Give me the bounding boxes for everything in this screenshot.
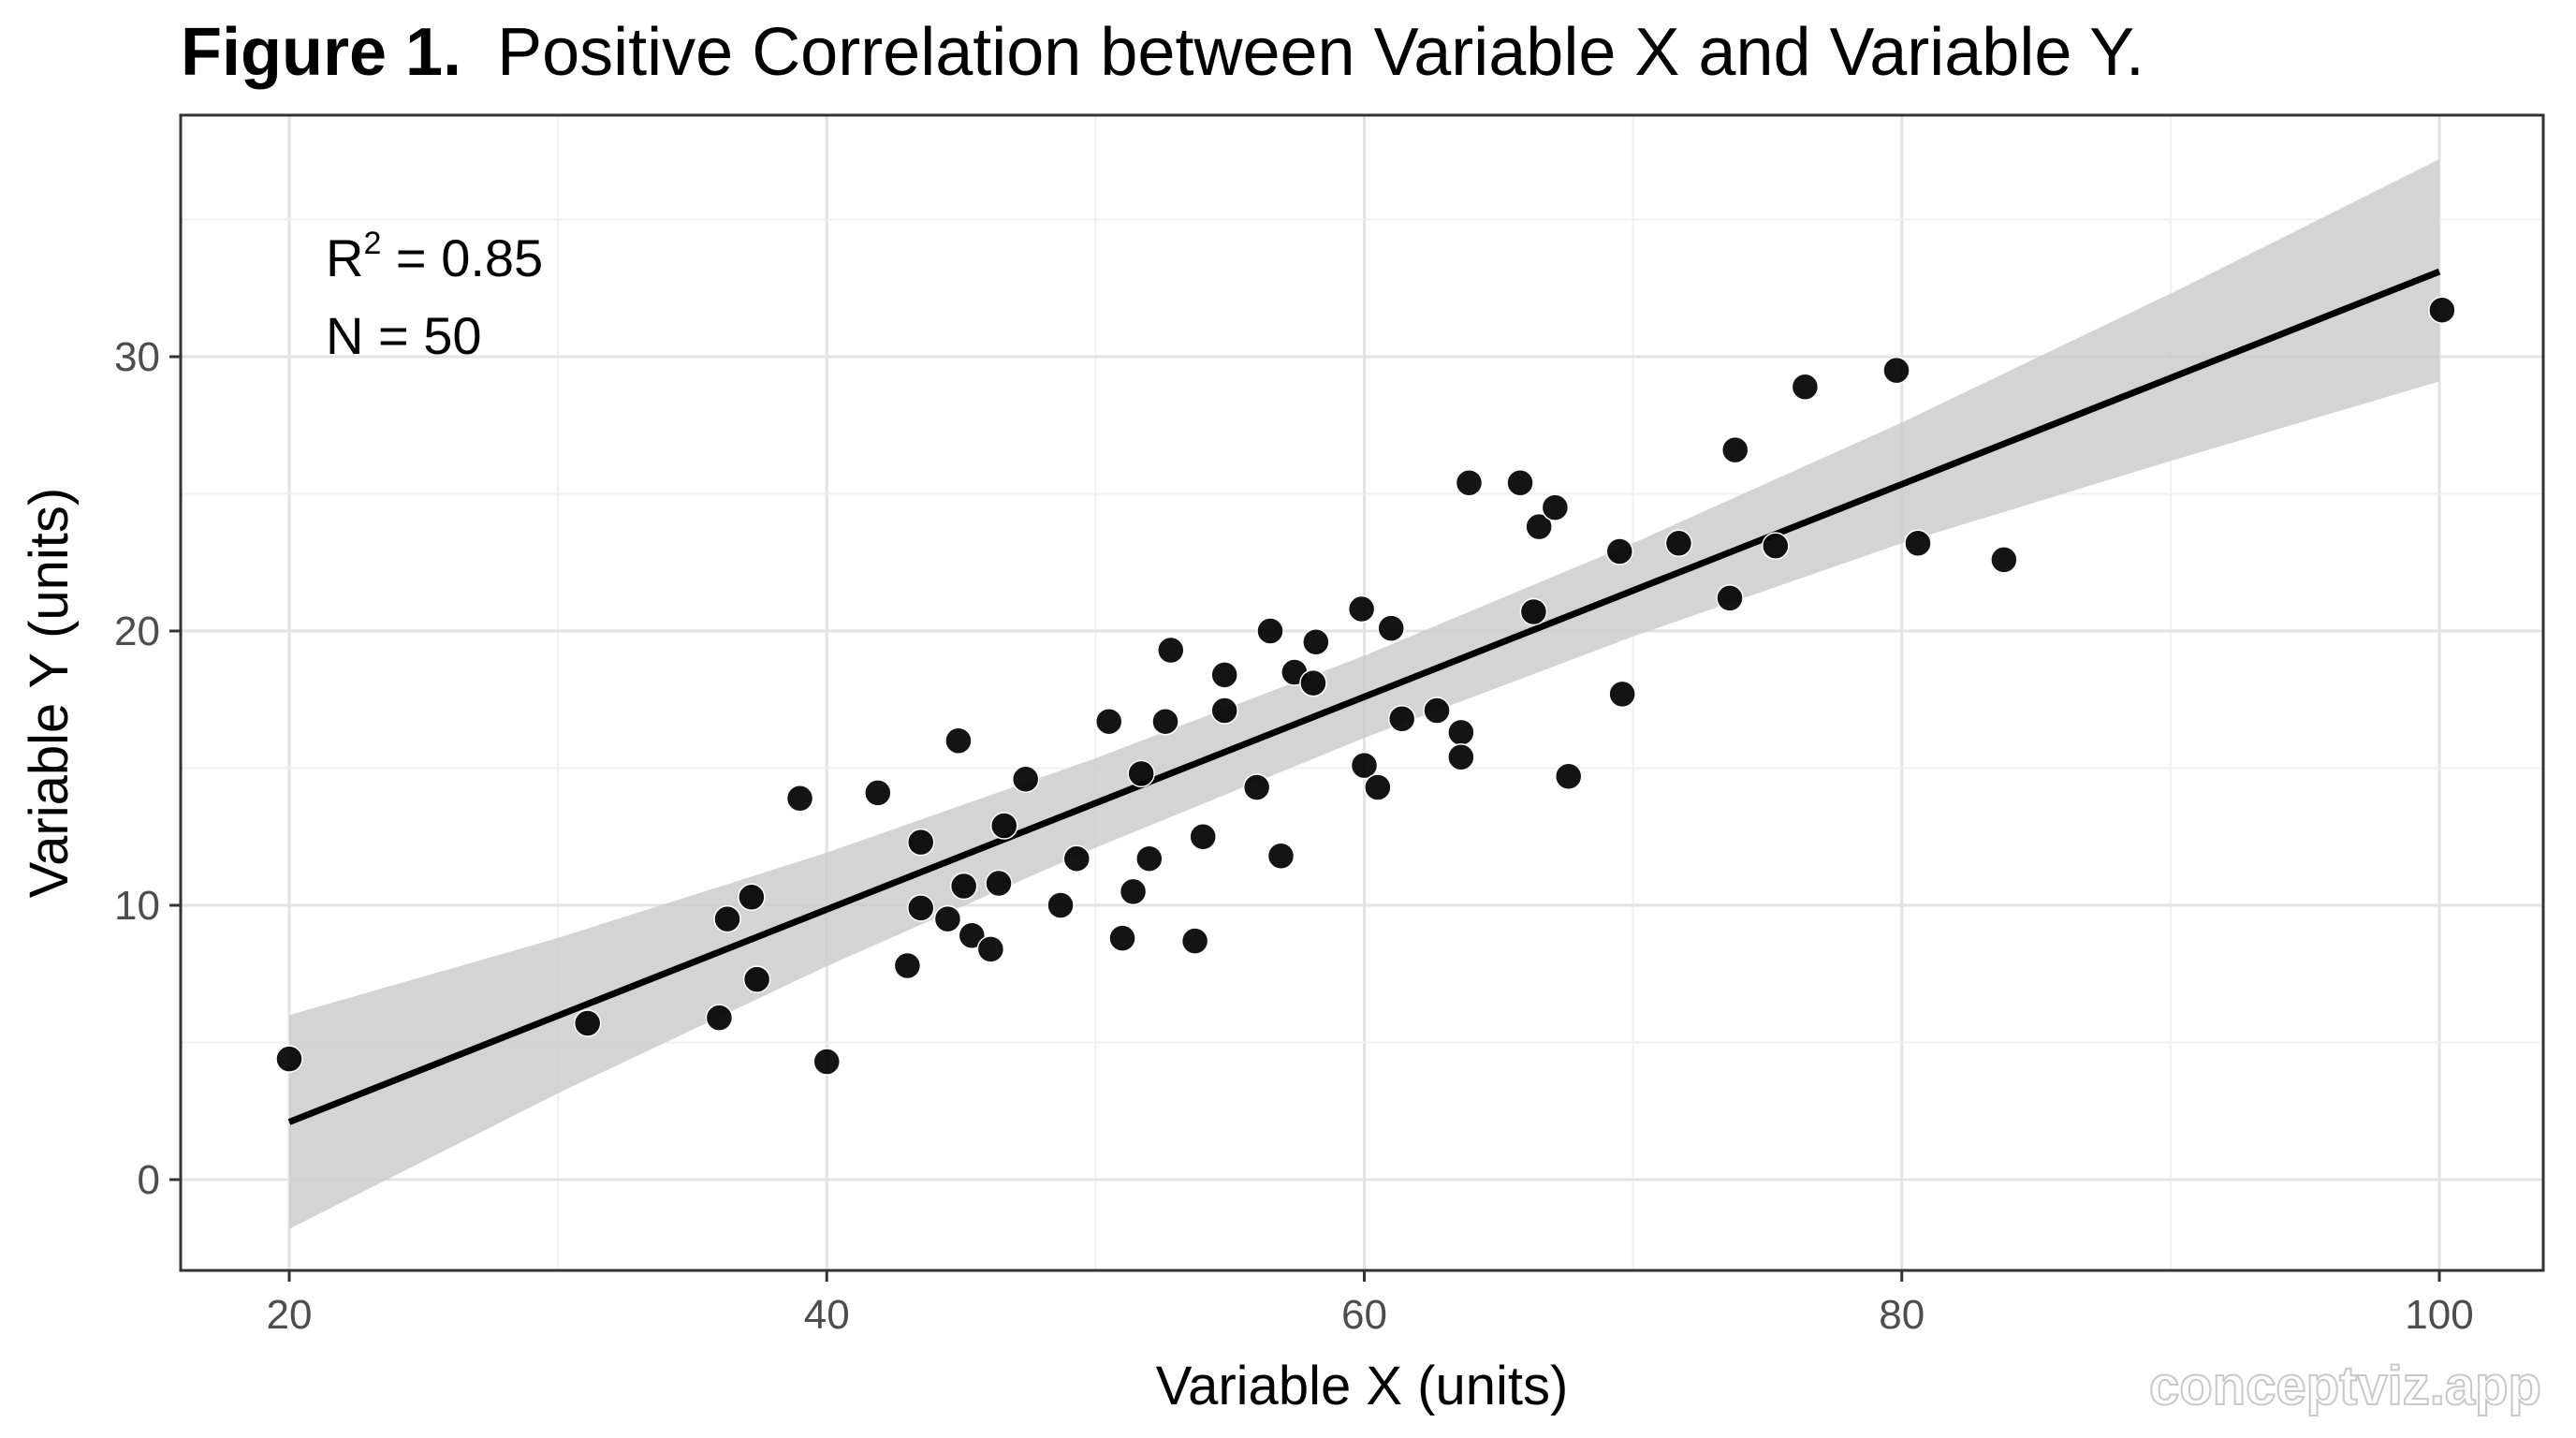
data-point [990, 812, 1018, 840]
chart-title: Figure 1. Positive Correlation between V… [181, 15, 2144, 90]
data-point [742, 965, 771, 993]
y-tick-label: 30 [114, 334, 160, 380]
points-group [275, 296, 2456, 1076]
x-ticks: 20 40 60 80 100 [267, 1270, 2474, 1338]
data-point [1046, 891, 1075, 919]
data-point [1135, 844, 1164, 873]
r2-label: R [326, 228, 363, 287]
data-point [1541, 493, 1570, 521]
data-point [1157, 636, 1185, 665]
y-tick-label: 0 [138, 1157, 160, 1203]
data-point [1119, 877, 1148, 906]
data-point [1108, 924, 1136, 952]
data-point [738, 883, 766, 911]
data-point [1266, 842, 1295, 871]
data-point [1210, 661, 1238, 689]
data-point [1525, 512, 1553, 541]
data-point [893, 951, 922, 980]
title-figure-label: Figure 1. [181, 15, 461, 90]
data-point [1011, 765, 1040, 793]
r-squared-annotation: R2 = 0.85 [326, 226, 543, 287]
data-point [1447, 718, 1475, 747]
x-tick-label: 20 [267, 1292, 313, 1338]
plot-border [179, 113, 2545, 1272]
data-point [1904, 529, 1932, 557]
data-point [1519, 597, 1548, 626]
data-point [1302, 627, 1330, 656]
data-point [1664, 529, 1693, 557]
data-point [1423, 697, 1451, 725]
data-point [1554, 762, 1583, 791]
data-point [1062, 844, 1091, 873]
watermark: conceptviz.app [2149, 1356, 2541, 1416]
data-point [1791, 373, 1820, 401]
x-tick-label: 40 [804, 1292, 850, 1338]
data-point [2428, 296, 2456, 324]
data-point [1094, 707, 1123, 736]
data-point [713, 904, 741, 933]
data-point [1447, 743, 1475, 771]
data-point [1350, 751, 1379, 780]
data-point [573, 1009, 602, 1037]
data-point [1299, 668, 1327, 697]
data-point [1506, 469, 1534, 497]
data-point [785, 784, 814, 813]
data-point [1387, 705, 1416, 733]
title-text: Positive Correlation between Variable X … [497, 15, 2144, 90]
data-point [1720, 435, 1749, 464]
data-point [958, 921, 987, 949]
data-point [1990, 546, 2018, 574]
x-tick-label: 60 [1341, 1292, 1387, 1338]
data-point [906, 894, 935, 922]
data-point [1364, 773, 1392, 801]
regression-line [287, 268, 2441, 1125]
data-point [1377, 614, 1405, 642]
data-point [1210, 697, 1238, 725]
data-point [864, 779, 892, 807]
x-tick-label: 80 [1879, 1292, 1925, 1338]
data-point [275, 1045, 303, 1073]
data-point [1347, 594, 1376, 624]
data-point [1127, 759, 1155, 788]
data-point [1242, 773, 1271, 801]
data-point [949, 872, 978, 901]
data-point [1716, 584, 1744, 612]
y-axis-label: Variable Y (units) [19, 488, 80, 898]
data-point [1151, 707, 1179, 736]
data-point [976, 935, 1005, 963]
y-tick-label: 20 [114, 609, 160, 654]
data-point [1605, 537, 1634, 565]
data-point [906, 828, 935, 857]
data-point [1189, 823, 1217, 851]
data-point [1180, 927, 1209, 955]
data-point [985, 869, 1013, 898]
n-annotation: N = 50 [326, 306, 482, 365]
data-point [1256, 617, 1284, 645]
data-point [705, 1004, 734, 1032]
data-point [1762, 532, 1790, 560]
x-tick-label: 100 [2405, 1292, 2473, 1338]
fit-line-group [287, 268, 2441, 1125]
data-point [1608, 680, 1636, 709]
data-point [1455, 469, 1484, 497]
data-point [933, 904, 962, 933]
data-point [1882, 356, 1910, 385]
y-tick-label: 10 [114, 883, 160, 929]
r2-superscript: 2 [363, 226, 381, 261]
x-axis-label: Variable X (units) [1156, 1356, 1569, 1416]
y-ticks: 0 10 20 30 [114, 334, 181, 1203]
r2-value: = 0.85 [381, 228, 543, 287]
data-point [944, 726, 973, 755]
data-point [812, 1048, 841, 1076]
